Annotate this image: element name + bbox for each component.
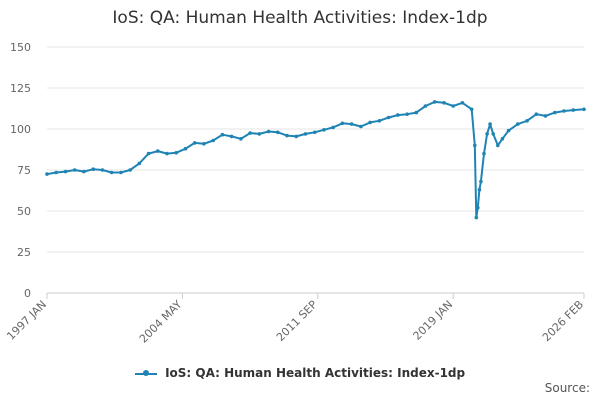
y-axis-labels: 0 25 50 75 100 125 150 xyxy=(10,41,31,300)
y-tick-label: 150 xyxy=(10,41,31,54)
data-point[interactable] xyxy=(516,122,520,126)
data-point[interactable] xyxy=(482,151,486,156)
data-point[interactable] xyxy=(248,131,252,135)
data-point[interactable] xyxy=(476,205,480,210)
data-point[interactable] xyxy=(72,168,77,172)
data-point[interactable] xyxy=(562,109,566,113)
data-point[interactable] xyxy=(165,151,169,156)
data-point[interactable] xyxy=(220,132,225,137)
data-point[interactable] xyxy=(423,104,428,108)
data-point[interactable] xyxy=(239,137,243,141)
data-point[interactable] xyxy=(479,179,483,184)
data-point[interactable] xyxy=(257,132,262,136)
data-point[interactable] xyxy=(500,137,505,141)
data-point[interactable] xyxy=(405,112,409,116)
y-tick-label: 50 xyxy=(17,205,31,218)
x-tick-label: 2019 JAN xyxy=(411,298,456,343)
data-point[interactable] xyxy=(137,161,142,166)
x-axis-labels: 1997 JAN 2004 MAY 2011 SEP 2019 JAN 2026 FEB xyxy=(4,298,586,346)
data-point[interactable] xyxy=(128,168,132,172)
data-point[interactable] xyxy=(396,113,400,117)
data-point[interactable] xyxy=(349,122,354,126)
data-point[interactable] xyxy=(100,168,105,172)
data-point[interactable] xyxy=(156,149,160,153)
data-point[interactable] xyxy=(485,132,489,136)
data-point[interactable] xyxy=(276,130,280,135)
data-point[interactable] xyxy=(359,124,363,129)
series-line[interactable] xyxy=(46,100,585,219)
data-point[interactable] xyxy=(211,138,215,143)
data-point[interactable] xyxy=(119,170,123,175)
data-point[interactable] xyxy=(322,128,326,132)
x-tick-label: 2004 MAY xyxy=(137,298,185,346)
x-tick-label: 2026 FEB xyxy=(540,298,586,344)
data-point[interactable] xyxy=(496,143,500,148)
data-point[interactable] xyxy=(488,122,492,126)
data-point[interactable] xyxy=(442,101,446,105)
data-point[interactable] xyxy=(285,133,289,138)
data-point[interactable] xyxy=(386,115,391,120)
data-point[interactable] xyxy=(474,215,479,220)
data-point[interactable] xyxy=(303,132,308,136)
data-point[interactable] xyxy=(432,100,437,104)
data-point[interactable] xyxy=(54,170,58,175)
x-tick-label: 2011 SEP xyxy=(274,298,320,344)
data-point[interactable] xyxy=(491,132,496,136)
data-point[interactable] xyxy=(543,114,548,118)
y-tick-label: 125 xyxy=(10,82,31,95)
data-point[interactable] xyxy=(266,129,271,134)
data-point[interactable] xyxy=(525,119,529,123)
data-point[interactable] xyxy=(63,169,68,174)
legend[interactable]: IoS: QA: Human Health Activities: Index-… xyxy=(0,366,600,380)
data-point[interactable] xyxy=(377,119,382,123)
data-point[interactable] xyxy=(45,172,49,176)
x-tick-label: 1997 JAN xyxy=(4,298,49,343)
data-point[interactable] xyxy=(183,146,188,151)
data-point[interactable] xyxy=(414,110,419,115)
data-point[interactable] xyxy=(202,142,206,146)
legend-label: IoS: QA: Human Health Activities: Index-… xyxy=(165,366,466,380)
y-tick-label: 100 xyxy=(10,123,31,136)
series-layer xyxy=(45,100,586,220)
chart-title: IoS: QA: Human Health Activities: Index-… xyxy=(112,8,488,28)
data-point[interactable] xyxy=(571,108,575,112)
data-point[interactable] xyxy=(477,187,482,192)
y-tick-label: 25 xyxy=(17,246,31,259)
data-point[interactable] xyxy=(174,151,178,155)
data-point[interactable] xyxy=(340,121,345,126)
y-tick-label: 0 xyxy=(24,287,31,300)
data-point[interactable] xyxy=(229,134,234,139)
data-point[interactable] xyxy=(91,167,95,171)
data-point[interactable] xyxy=(82,169,86,174)
grid-lines xyxy=(47,46,584,253)
data-point[interactable] xyxy=(146,151,151,156)
legend-marker-icon xyxy=(134,369,157,379)
data-point[interactable] xyxy=(506,128,511,133)
y-tick-label: 75 xyxy=(17,164,31,177)
data-point[interactable] xyxy=(534,112,539,116)
data-point[interactable] xyxy=(553,110,557,115)
data-point[interactable] xyxy=(109,170,114,175)
data-point[interactable] xyxy=(192,141,197,145)
data-point[interactable] xyxy=(312,130,317,135)
source-label: Source: xyxy=(544,381,590,395)
data-point[interactable] xyxy=(331,125,336,130)
data-point[interactable] xyxy=(368,120,372,125)
x-axis xyxy=(46,292,585,299)
data-point[interactable] xyxy=(469,107,474,112)
data-point[interactable] xyxy=(460,101,465,105)
data-point[interactable] xyxy=(473,143,477,148)
data-point[interactable] xyxy=(294,134,299,139)
data-point[interactable] xyxy=(582,107,586,112)
data-point[interactable] xyxy=(451,104,456,108)
